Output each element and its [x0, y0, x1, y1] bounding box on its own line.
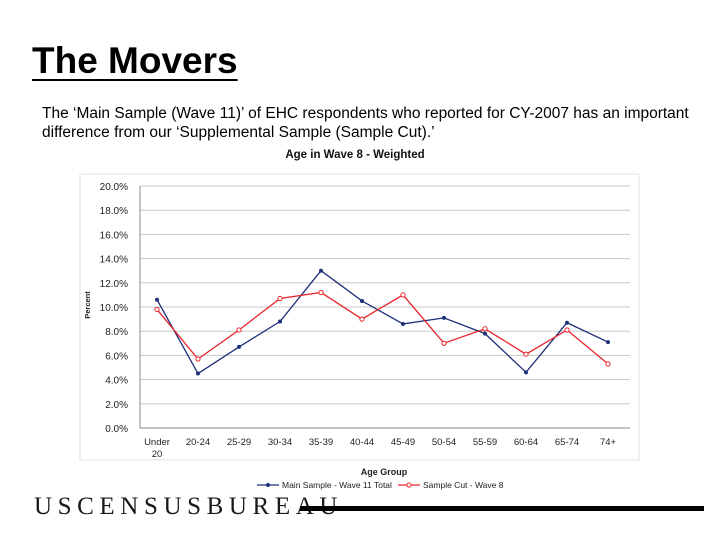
series-line-main-sample — [156, 269, 609, 375]
data-point-sample-cut — [236, 327, 242, 333]
data-point-sample-cut — [359, 316, 365, 322]
legend-swatch-marker — [406, 482, 412, 488]
data-point-main-sample — [237, 344, 241, 349]
data-point-sample-cut — [154, 306, 160, 313]
data-point-sample-cut — [400, 292, 406, 298]
y-tick-label: 0.0% — [105, 424, 128, 435]
x-tick-label: 65-74 — [555, 437, 579, 448]
x-tick-label: 74+ — [600, 437, 617, 448]
y-tick-label: 8.0% — [105, 327, 128, 338]
y-tick-label: 18.0% — [100, 206, 128, 217]
y-tick-label: 4.0% — [105, 376, 128, 387]
y-tick-label: 2.0% — [105, 400, 128, 411]
legend: Main Sample - Wave 11 Total Sample Cut - … — [257, 480, 504, 490]
data-point-main-sample — [606, 340, 610, 345]
series-layer — [154, 268, 611, 376]
data-point-main-sample — [442, 315, 446, 320]
x-tick-label: 35-39 — [309, 437, 333, 448]
data-point-sample-cut — [523, 351, 529, 357]
data-point-sample-cut — [277, 295, 283, 302]
data-point-main-sample — [319, 268, 323, 273]
x-tick-label: 50-54 — [432, 437, 456, 448]
data-point-sample-cut — [195, 356, 201, 362]
x-axis-label: Age Group — [361, 467, 408, 477]
x-tick-label: 45-49 — [391, 437, 415, 448]
x-tick-label: 30-34 — [268, 437, 292, 448]
data-point-main-sample — [565, 320, 569, 325]
data-point-sample-cut — [605, 361, 611, 367]
slide-title: The Movers — [32, 40, 238, 81]
census-bureau-logo: USCENSUSBUREAU — [34, 493, 344, 520]
data-point-main-sample — [360, 298, 364, 303]
y-tick-label: 6.0% — [105, 351, 128, 362]
x-tick-label: 20-24 — [186, 437, 210, 448]
data-point-sample-cut — [441, 340, 447, 346]
chart-title: Age in Wave 8 - Weighted — [285, 149, 424, 161]
data-point-main-sample — [278, 319, 282, 324]
axis-layer: 0.0% 2.0% 4.0% 6.0% 8.0% 10.0% 12.0% 14.0% 16.0%… — [100, 182, 630, 460]
data-point-main-sample — [155, 297, 159, 302]
y-tick-label: 20.0% — [100, 182, 128, 193]
x-tick-label: 40-44 — [350, 437, 374, 448]
data-point-main-sample — [196, 371, 200, 376]
data-point-main-sample — [524, 370, 528, 375]
data-point-main-sample — [483, 331, 487, 336]
data-point-sample-cut — [318, 289, 324, 296]
x-tick-label: 60-64 — [514, 437, 538, 448]
y-axis-label: Percent — [83, 291, 92, 319]
footer-rule — [300, 506, 704, 511]
series-line-sample-cut — [156, 291, 609, 365]
y-tick-label: 12.0% — [100, 279, 128, 290]
legend-label: Main Sample - Wave 11 Total — [282, 480, 392, 490]
chart-frame — [79, 173, 640, 461]
legend-label: Sample Cut - Wave 8 — [423, 480, 504, 490]
y-tick-label: 10.0% — [100, 303, 128, 314]
data-point-main-sample — [401, 321, 405, 326]
data-point-sample-cut — [482, 326, 488, 332]
legend-swatch-marker — [266, 483, 270, 487]
slide-body-text: The ‘Main Sample (Wave 11)’ of EHC respo… — [42, 105, 689, 141]
grid-layer — [79, 173, 640, 461]
x-tick-label: 25-29 — [227, 437, 251, 448]
y-tick-label: 16.0% — [100, 230, 128, 241]
x-tick-label: Under 20 — [144, 437, 170, 460]
y-tick-label: 14.0% — [100, 255, 128, 266]
data-point-sample-cut — [564, 327, 570, 333]
x-tick-label: 55-59 — [473, 437, 497, 448]
